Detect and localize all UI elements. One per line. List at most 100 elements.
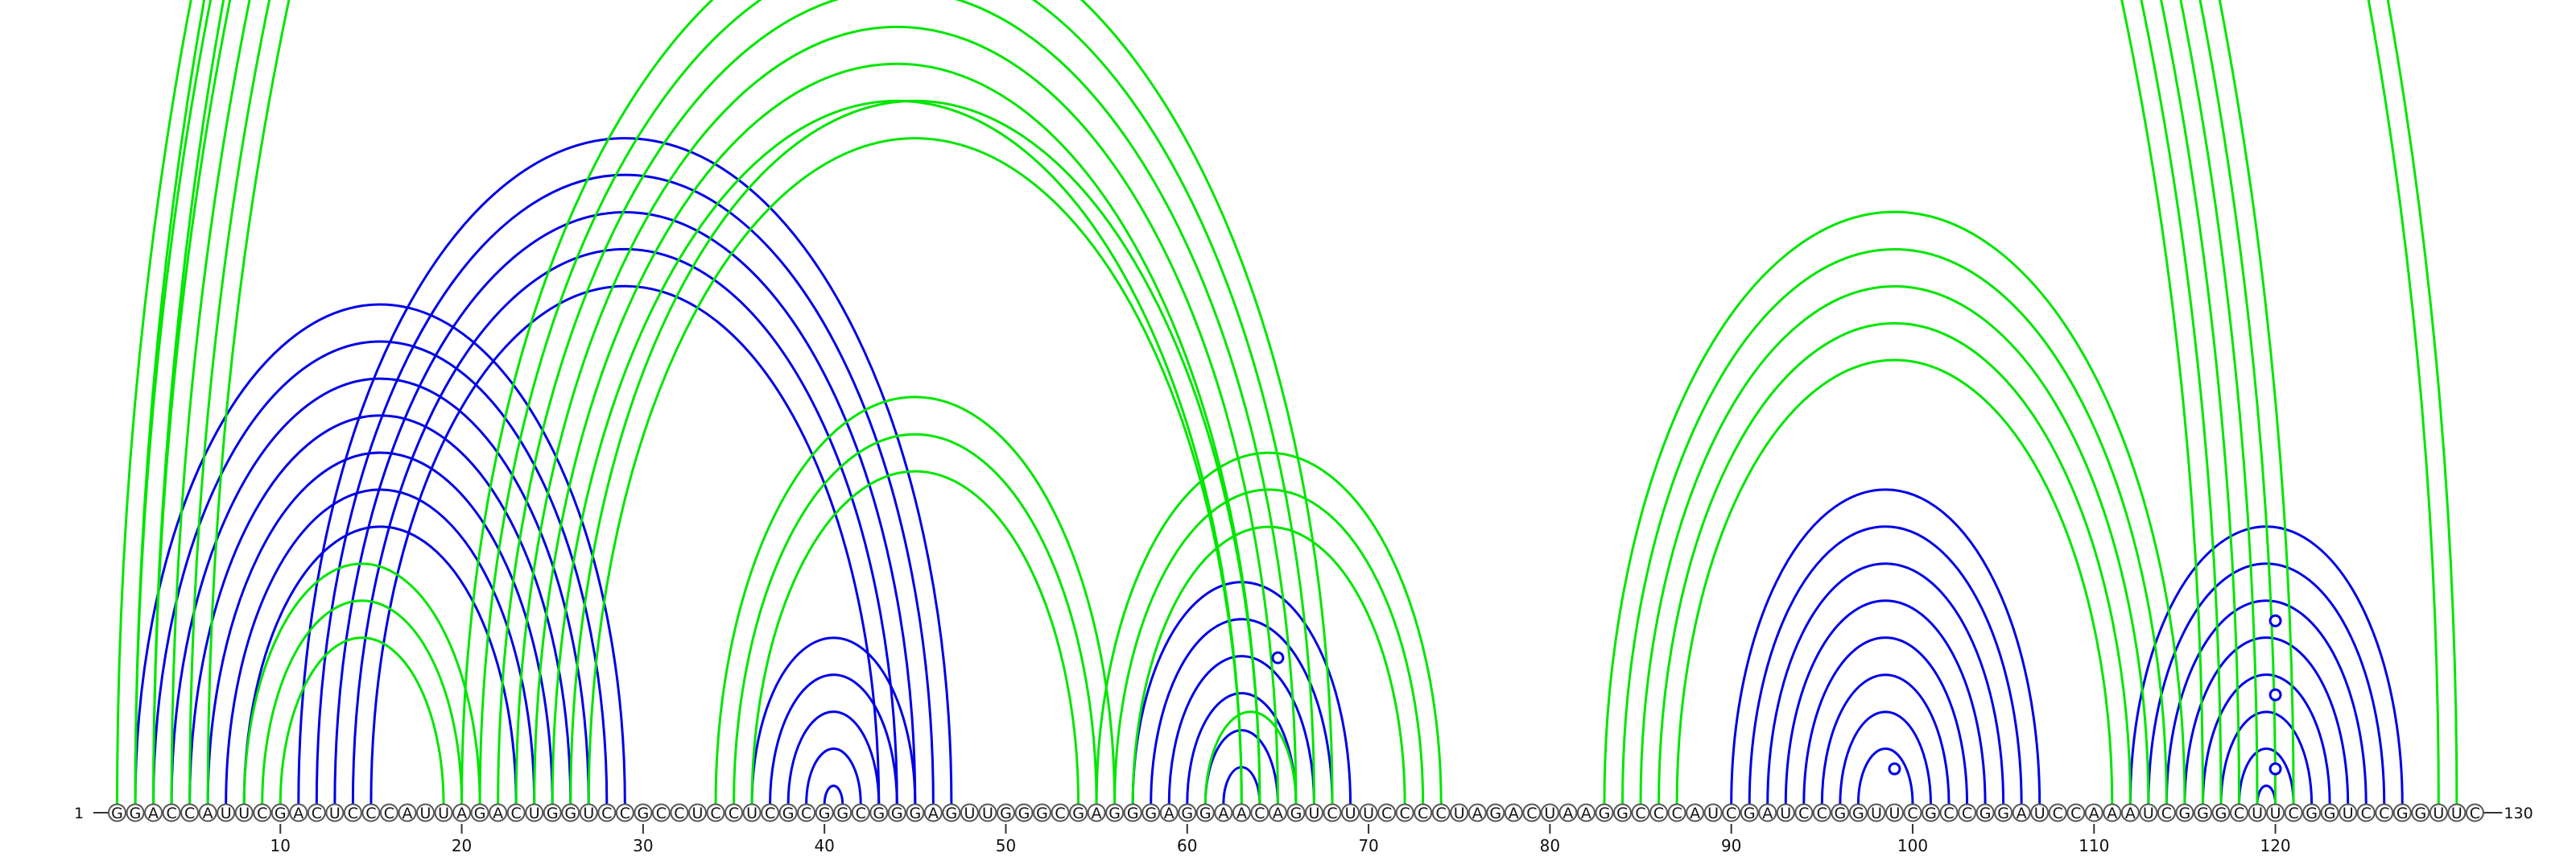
nucleotide-45: G: [906, 803, 925, 822]
nucleotide-106: A: [2012, 803, 2031, 822]
nucleotide-letter: U: [1454, 805, 1465, 822]
nucleotide-68: C: [1323, 803, 1342, 822]
nucleotide-116: G: [2193, 803, 2212, 822]
nucleotide-8: U: [234, 803, 254, 822]
nucleotide-96: G: [1831, 803, 1850, 822]
nucleotide-circle: [325, 803, 345, 822]
nucleotide-circle: [1649, 803, 1669, 822]
nucleotide-letter: U: [2143, 805, 2154, 822]
nucleotide-circle: [1722, 803, 1741, 822]
nucleotide-letter: C: [2161, 805, 2172, 822]
nucleotide-74: C: [1431, 803, 1451, 822]
nucleotide-circle: [2030, 803, 2050, 822]
nucleotide-circle: [2356, 803, 2376, 822]
green-arc-3-3: [514, 25, 1279, 805]
nucleotide-circle: [398, 803, 417, 822]
nucleotide-circle: [1141, 803, 1161, 822]
nucleotide-letter: C: [1726, 805, 1736, 822]
nucleotide-circle: [506, 803, 526, 822]
nucleotide-7: U: [217, 803, 236, 822]
tick-label-10: 10: [270, 836, 291, 855]
nucleotide-letter: C: [674, 805, 684, 822]
tick-label-70: 70: [1358, 836, 1378, 855]
nucleotide-60: G: [1178, 803, 1197, 822]
nucleotide-letter: G: [130, 805, 142, 822]
nucleotide-36: U: [742, 803, 762, 822]
blue-arc-5-6: [2238, 747, 2295, 805]
nucleotide-letter: C: [1327, 805, 1337, 822]
green-arc-8-0: [1603, 210, 2186, 805]
nucleotide-circle: [452, 803, 472, 822]
nucleotide-39: C: [797, 803, 816, 822]
nucleotide-letter: C: [1671, 805, 1682, 822]
nucleotide-104: G: [1975, 803, 1995, 822]
pair-marker-4: [2268, 688, 2282, 702]
nucleotide-letter: A: [402, 805, 412, 822]
nucleotide-circle: [2084, 803, 2103, 822]
nucleotide-circle: [108, 803, 126, 822]
nucleotide-circle: [2266, 803, 2285, 822]
nucleotide-letter: G: [564, 805, 576, 822]
nucleotide-letter: G: [1000, 805, 1012, 822]
nucleotide-24: U: [525, 803, 544, 822]
nucleotide-48: U: [960, 803, 979, 822]
nucleotide-47: G: [942, 803, 961, 822]
nucleotide-33: U: [687, 803, 707, 822]
nucleotide-letter: G: [1108, 805, 1121, 822]
nucleotide-circle: [434, 803, 453, 822]
green-arc-3-2: [497, 0, 1298, 805]
nucleotide-35: C: [724, 803, 744, 822]
blue-arc-0-6: [242, 525, 518, 805]
nucleotide-120: U: [2266, 803, 2285, 822]
nucleotide-43: G: [869, 803, 889, 822]
nucleotide-circle: [706, 803, 725, 822]
nucleotide-117: G: [2211, 803, 2231, 822]
nucleotide-125: C: [2356, 803, 2376, 822]
nucleotide-letter: U: [982, 805, 993, 822]
end-label: 130: [2504, 805, 2533, 822]
nucleotide-54: G: [1069, 803, 1088, 822]
nucleotide-letter: G: [1181, 805, 1193, 822]
nucleotide-97: G: [1848, 803, 1868, 822]
nucleotide-circle: [1486, 803, 1505, 822]
nucleotide-1: G: [108, 803, 126, 822]
nucleotide-circle: [1540, 803, 1559, 822]
blue-arc-4-2: [1766, 562, 2005, 805]
nucleotide-circle: [2157, 803, 2176, 822]
nucleotide-letter: U: [2343, 805, 2354, 822]
blue-arc-5-5: [2219, 710, 2314, 805]
nucleotide-82: A: [1576, 803, 1596, 822]
nucleotide-circle: [1758, 803, 1777, 822]
nucleotide-letter: C: [1798, 805, 1809, 822]
nucleotide-letter: C: [1653, 805, 1664, 822]
position-ruler: 10 20 30 40 50 60 70 80 90 100 110 120: [270, 824, 2291, 855]
nucleotide-89: U: [1703, 803, 1723, 822]
nucleotide-letter: G: [547, 805, 559, 822]
green-arc-0-4: [188, 0, 2223, 805]
nucleotide-letter: U: [1707, 805, 1719, 822]
nucleotide-letter: G: [1979, 805, 1992, 822]
nucleotide-34: C: [706, 803, 725, 822]
nucleotide-circle: [2411, 803, 2430, 822]
nucleotide-circle: [126, 803, 145, 822]
nucleotide-circle: [1703, 803, 1723, 822]
nucleotide-letter: C: [765, 805, 775, 822]
blue-arc-5-2: [2165, 599, 2368, 805]
nucleotide-circle: [1885, 803, 1904, 822]
nucleotide-letter: C: [1962, 805, 1972, 822]
nucleotide-18: U: [416, 803, 436, 822]
blue-arc-1-4: [369, 284, 881, 805]
nucleotide-6: A: [198, 803, 217, 822]
nucleotide-letter: U: [221, 805, 232, 822]
nucleotide-circle: [1922, 803, 1940, 822]
nucleotide-circle: [198, 803, 217, 822]
nucleotide-circle: [1794, 803, 1814, 822]
nucleotide-113: U: [2139, 803, 2158, 822]
nucleotide-41: G: [833, 803, 852, 822]
nucleotide-53: C: [1051, 803, 1070, 822]
nucleotide-10: G: [270, 803, 290, 822]
nucleotide-95: C: [1812, 803, 1831, 822]
green-arc-5-1: [733, 433, 1098, 805]
nucleotide-circle: [470, 803, 489, 822]
nucleotide-126: C: [2375, 803, 2394, 822]
